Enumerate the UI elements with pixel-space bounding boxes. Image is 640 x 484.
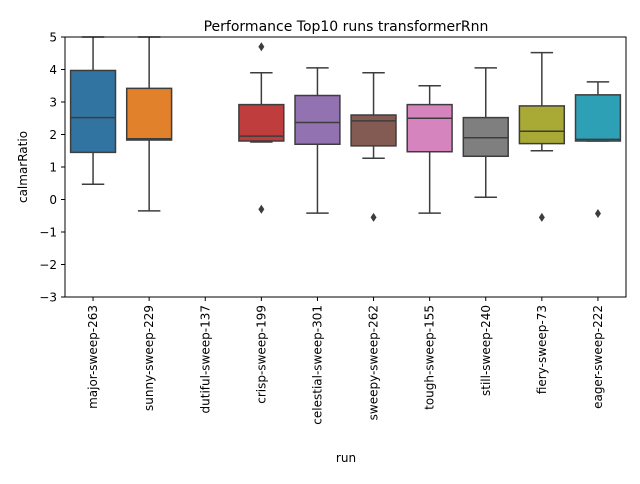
chart-title: Performance Top10 runs transformerRnn	[204, 19, 489, 35]
x-tick-label: crisp-sweep-199	[254, 305, 268, 404]
y-tick-label: 3	[49, 96, 57, 110]
y-tick-label: 4	[49, 63, 57, 77]
box-sweepy-sweep-262	[350, 72, 397, 222]
x-tick-label: eager-sweep-222	[591, 305, 605, 409]
box-iqr	[294, 94, 341, 145]
box-still-sweep-240	[462, 67, 509, 198]
box-iqr	[518, 105, 566, 145]
y-tick-label: 2	[49, 128, 57, 142]
box-iqr	[238, 103, 285, 142]
outlier-point	[538, 212, 545, 222]
x-tick-label: dutiful-sweep-137	[198, 305, 212, 413]
x-tick-label: tough-sweep-155	[423, 305, 437, 410]
y-tick-label: 0	[49, 193, 57, 207]
x-tick-label: still-sweep-240	[479, 305, 493, 396]
y-tick-label: −3	[39, 291, 57, 305]
x-tick-label: fiery-sweep-73	[535, 305, 549, 394]
box-fiery-sweep-73	[518, 51, 566, 222]
x-axis-label: run	[336, 451, 356, 465]
y-tick-label: −1	[39, 226, 57, 240]
box-iqr	[350, 114, 397, 147]
box-iqr	[574, 94, 622, 142]
outlier-point	[258, 204, 265, 214]
box-iqr	[462, 116, 509, 158]
box-sunny-sweep-229	[125, 36, 173, 212]
box-iqr	[406, 103, 453, 153]
y-tick-label: 1	[49, 161, 57, 175]
x-tick-label: sweepy-sweep-262	[367, 305, 381, 420]
box-iqr	[125, 87, 173, 141]
plot-area	[69, 36, 622, 222]
box-crisp-sweep-199	[238, 42, 285, 214]
box-iqr	[69, 69, 117, 154]
y-tick-label: −2	[39, 258, 57, 272]
outlier-point	[370, 212, 377, 222]
axes: −3 −2 −1 0 1 2 3 4 5 major-sweep-263 sunny-sweep-2…	[39, 31, 627, 425]
y-axis-label: calmarRatio	[16, 131, 30, 203]
x-tick-label: celestial-sweep-301	[310, 305, 324, 425]
x-tick-label: sunny-sweep-229	[142, 305, 156, 411]
box-celestial-sweep-301	[294, 67, 341, 214]
y-tick-label: 5	[49, 31, 57, 45]
outlier-point	[258, 42, 265, 52]
x-tick-label: major-sweep-263	[86, 305, 100, 409]
box-eager-sweep-222	[574, 81, 622, 218]
box-tough-sweep-155	[406, 85, 453, 214]
outlier-point	[594, 208, 601, 218]
